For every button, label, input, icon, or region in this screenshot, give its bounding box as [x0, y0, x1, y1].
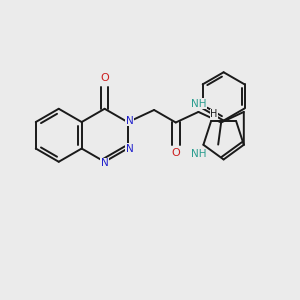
Text: NH: NH [191, 99, 206, 109]
Text: N: N [126, 143, 134, 154]
Text: NH: NH [191, 149, 207, 159]
Text: N: N [101, 158, 109, 168]
Text: H: H [210, 109, 218, 119]
Text: O: O [171, 148, 180, 158]
Text: O: O [100, 74, 109, 83]
Text: N: N [126, 116, 134, 126]
